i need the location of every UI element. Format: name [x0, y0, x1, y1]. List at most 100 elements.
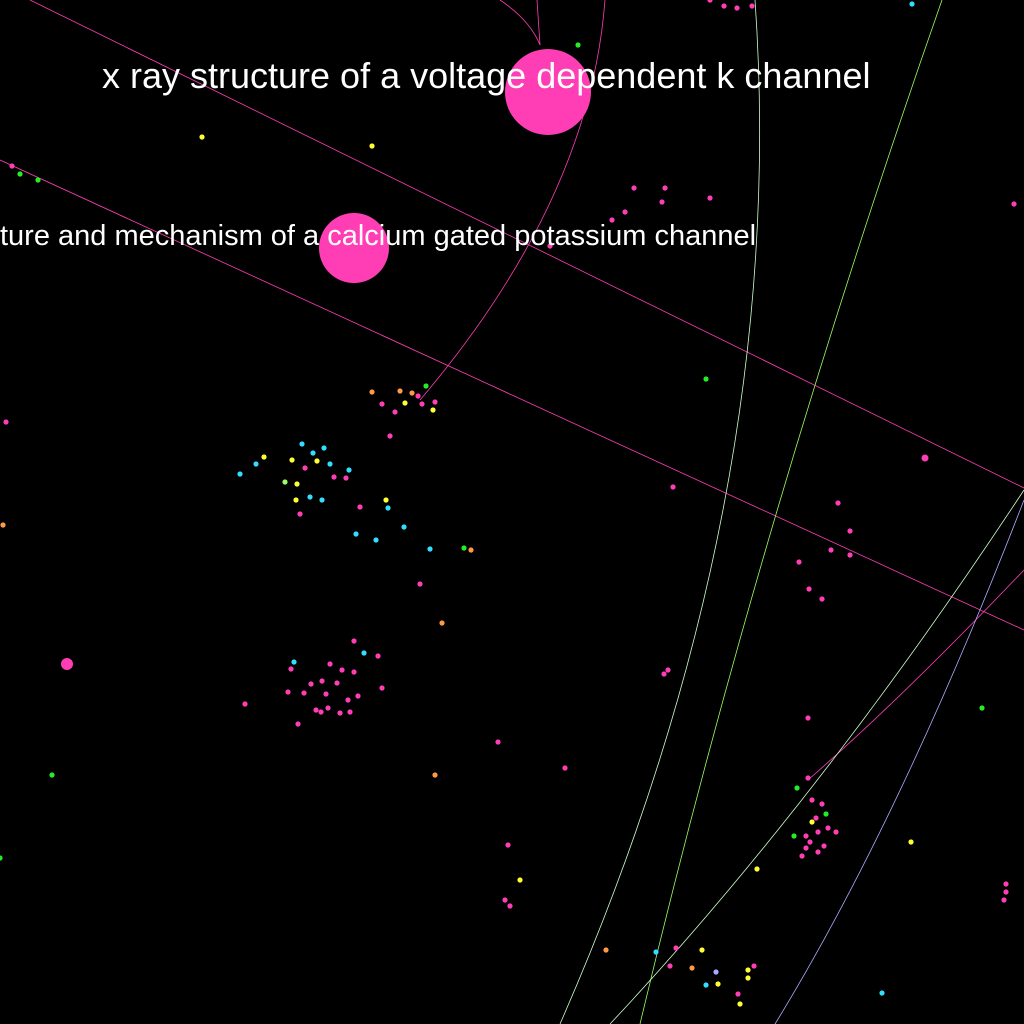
graph-node[interactable]	[199, 134, 205, 140]
graph-node[interactable]	[699, 947, 705, 953]
graph-node[interactable]	[631, 185, 637, 191]
graph-node[interactable]	[805, 715, 811, 721]
graph-node[interactable]	[323, 691, 329, 697]
graph-node[interactable]	[754, 866, 760, 872]
graph-node[interactable]	[507, 903, 513, 909]
graph-node[interactable]	[9, 163, 15, 169]
graph-node[interactable]	[751, 963, 757, 969]
graph-node[interactable]	[401, 524, 407, 530]
hub-node-calcium[interactable]	[319, 213, 389, 283]
graph-node[interactable]	[819, 801, 825, 807]
graph-node[interactable]	[419, 401, 425, 407]
graph-node[interactable]	[373, 537, 379, 543]
graph-node[interactable]	[385, 505, 391, 511]
graph-node[interactable]	[803, 833, 809, 839]
graph-node[interactable]	[402, 400, 408, 406]
graph-node[interactable]	[813, 815, 819, 821]
graph-node[interactable]	[430, 407, 436, 413]
graph-node[interactable]	[432, 772, 438, 778]
graph-node[interactable]	[397, 388, 403, 394]
graph-node[interactable]	[1003, 889, 1009, 895]
graph-node[interactable]	[823, 811, 829, 817]
graph-node[interactable]	[707, 0, 713, 3]
graph-node[interactable]	[282, 479, 288, 485]
graph-node[interactable]	[325, 705, 331, 711]
graph-node[interactable]	[375, 653, 381, 659]
graph-node[interactable]	[603, 947, 609, 953]
graph-node[interactable]	[369, 389, 375, 395]
graph-node[interactable]	[302, 465, 308, 471]
graph-node[interactable]	[803, 845, 809, 851]
node-label-voltage[interactable]: x ray structure of a voltage dependent k…	[102, 55, 870, 96]
graph-node[interactable]	[796, 559, 802, 565]
graph-node[interactable]	[979, 705, 985, 711]
graph-node[interactable]	[562, 765, 568, 771]
graph-node[interactable]	[346, 467, 352, 473]
graph-node[interactable]	[502, 897, 508, 903]
graph-node[interactable]	[653, 949, 659, 955]
graph-node[interactable]	[909, 1, 915, 7]
graph-node[interactable]	[825, 825, 831, 831]
graph-node[interactable]	[334, 680, 340, 686]
graph-node[interactable]	[547, 243, 553, 249]
graph-node[interactable]	[387, 433, 393, 439]
graph-node[interactable]	[318, 709, 324, 715]
graph-node[interactable]	[383, 497, 389, 503]
graph-node[interactable]	[468, 547, 474, 553]
graph-node[interactable]	[745, 975, 751, 981]
graph-node[interactable]	[505, 842, 511, 848]
graph-node[interactable]	[1003, 881, 1009, 887]
graph-node[interactable]	[423, 383, 429, 389]
graph-node[interactable]	[835, 500, 841, 506]
graph-node[interactable]	[369, 143, 375, 149]
graph-node[interactable]	[293, 497, 299, 503]
graph-node[interactable]	[339, 667, 345, 673]
graph-node[interactable]	[392, 409, 398, 415]
graph-node[interactable]	[807, 839, 813, 845]
graph-node[interactable]	[815, 829, 821, 835]
graph-node[interactable]	[517, 877, 523, 883]
graph-node[interactable]	[689, 965, 695, 971]
graph-node[interactable]	[609, 217, 615, 223]
graph-node[interactable]	[791, 833, 797, 839]
graph-node[interactable]	[17, 171, 23, 177]
graph-node[interactable]	[345, 697, 351, 703]
graph-node[interactable]	[819, 596, 825, 602]
graph-node[interactable]	[879, 990, 885, 996]
graph-node[interactable]	[659, 199, 665, 205]
graph-node[interactable]	[806, 586, 812, 592]
graph-node[interactable]	[347, 709, 353, 715]
graph-node[interactable]	[1011, 201, 1017, 207]
graph-node[interactable]	[261, 454, 267, 460]
graph-node[interactable]	[415, 393, 421, 399]
graph-node[interactable]	[294, 481, 300, 487]
graph-node[interactable]	[299, 441, 305, 447]
graph-node[interactable]	[707, 195, 713, 201]
graph-node[interactable]	[749, 3, 755, 9]
graph-node[interactable]	[908, 839, 914, 845]
graph-node[interactable]	[301, 690, 307, 696]
graph-node[interactable]	[319, 497, 325, 503]
graph-node[interactable]	[673, 945, 679, 951]
graph-node[interactable]	[285, 689, 291, 695]
graph-node[interactable]	[307, 494, 313, 500]
graph-node[interactable]	[295, 721, 301, 727]
graph-node[interactable]	[495, 739, 501, 745]
graph-node[interactable]	[353, 531, 359, 537]
graph-node[interactable]	[331, 474, 337, 480]
graph-node[interactable]	[314, 458, 320, 464]
graph-node[interactable]	[799, 853, 805, 859]
graph-node[interactable]	[847, 528, 853, 534]
graph-node[interactable]	[805, 775, 811, 781]
graph-node[interactable]	[661, 671, 667, 677]
graph-node[interactable]	[662, 185, 668, 191]
graph-node[interactable]	[737, 1001, 743, 1007]
graph-node[interactable]	[379, 401, 385, 407]
graph-node[interactable]	[327, 661, 333, 667]
graph-node[interactable]	[319, 678, 325, 684]
graph-node[interactable]	[308, 681, 314, 687]
graph-node[interactable]	[297, 511, 303, 517]
graph-node[interactable]	[703, 982, 709, 988]
graph-node[interactable]	[1001, 897, 1007, 903]
graph-node[interactable]	[310, 450, 316, 456]
